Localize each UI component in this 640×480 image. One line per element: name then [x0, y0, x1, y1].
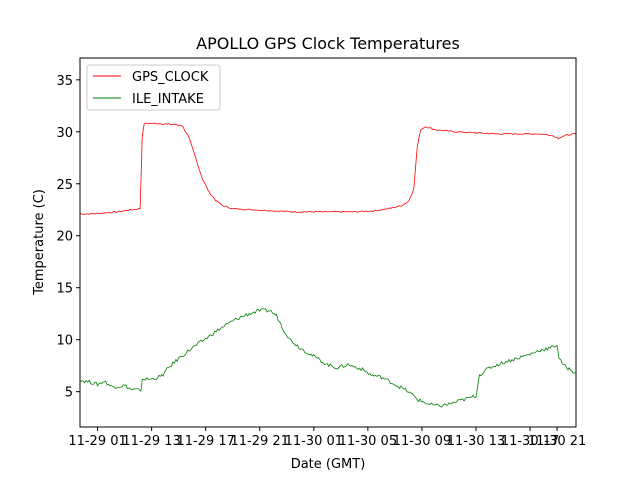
chart-title: APOLLO GPS Clock Temperatures — [196, 34, 460, 53]
y-tick-label: 10 — [56, 334, 73, 349]
legend-label: ILE_INTAKE — [132, 92, 204, 107]
x-axis-label: Date (GMT) — [291, 457, 366, 472]
y-tick-label: 35 — [56, 74, 73, 89]
series-layer — [79, 122, 577, 408]
y-tick-label: 30 — [56, 126, 73, 141]
y-tick-label: 25 — [56, 178, 73, 193]
y-axis-label: Temperature (C) — [32, 189, 47, 296]
y-tick-label: 15 — [56, 282, 73, 297]
y-tick-label: 5 — [65, 386, 73, 401]
x-tick-label: 11-30 21 — [528, 434, 586, 449]
x-tick-label: 11-30 17 — [501, 434, 559, 449]
x-tick-label: 11-30 13 — [447, 434, 505, 449]
series-line-ile-intake — [79, 308, 576, 408]
x-tick-label: 11-29 01 — [68, 434, 126, 449]
x-tick-label: 11-29 13 — [122, 434, 180, 449]
y-tick-label: 20 — [56, 230, 73, 245]
x-tick-label: 11-30 01 — [285, 434, 343, 449]
plot-background — [80, 58, 576, 427]
legend-label: GPS_CLOCK — [132, 70, 209, 85]
plot-frame — [79, 57, 577, 428]
x-tick-label: 11-29 17 — [176, 434, 234, 449]
legend: GPS_CLOCK ILE_INTAKE — [86, 64, 221, 111]
series-line-gps-clock — [79, 122, 577, 215]
x-tick-label: 11-30 05 — [339, 434, 397, 449]
x-tick-label: 11-30 09 — [393, 434, 451, 449]
x-tick-label: 11-29 21 — [231, 434, 289, 449]
